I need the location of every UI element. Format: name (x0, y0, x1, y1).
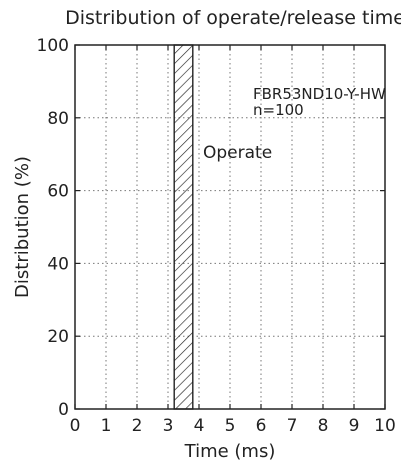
x-tick-label: 0 (70, 416, 81, 436)
x-tick-label: 8 (318, 416, 329, 436)
sample-annotation: n=100 (253, 101, 304, 119)
x-axis-label: Time (ms) (184, 441, 276, 462)
x-tick-label: 4 (194, 416, 205, 436)
chart-title: Distribution of operate/release time (65, 7, 401, 29)
x-tick-label: 3 (163, 416, 174, 436)
y-tick-label: 60 (47, 182, 69, 202)
x-tick-label: 7 (287, 416, 298, 436)
x-tick-labels: 0 1 2 3 4 5 6 7 8 9 10 (70, 416, 396, 436)
bars (173, 44, 194, 410)
y-tick-label: 40 (47, 254, 69, 274)
operate-bar (173, 44, 194, 410)
model-annotation: FBR53ND10-Y-HW (253, 85, 386, 103)
y-tick-label: 100 (37, 36, 69, 56)
y-tick-label: 0 (58, 400, 69, 420)
x-tick-label: 6 (256, 416, 267, 436)
x-tick-label: 9 (349, 416, 360, 436)
x-tick-label: 10 (374, 416, 396, 436)
y-tick-label: 80 (47, 109, 69, 129)
operate-label: Operate (203, 143, 272, 163)
x-tick-label: 5 (225, 416, 236, 436)
y-tick-labels: 0 20 40 60 80 100 (37, 36, 69, 420)
x-tick-label: 2 (132, 416, 143, 436)
axis-ticks (74, 44, 386, 410)
y-axis-label: Distribution (%) (12, 156, 33, 298)
y-tick-label: 20 (47, 327, 69, 347)
x-tick-label: 1 (101, 416, 112, 436)
